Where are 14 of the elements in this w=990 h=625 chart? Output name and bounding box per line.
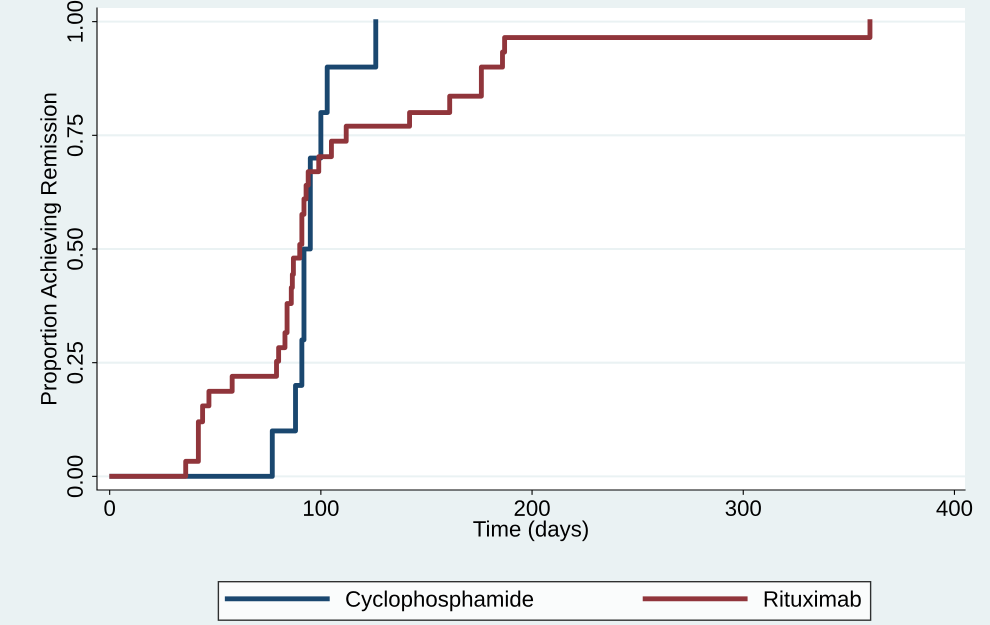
y-tick-label: 0.25 [67,342,83,384]
x-tick-label: 300 [726,500,761,516]
legend-label: Cyclophosphamide [346,590,534,612]
y-tick-label: 1.00 [67,0,83,42]
y-tick-label: 0.75 [67,114,83,156]
y-axis-title: Proportion Achieving Remission [40,94,62,404]
x-tick-label: 100 [304,500,339,516]
y-tick-label: 0.00 [67,456,83,498]
x-tick-label: 200 [514,500,550,516]
legend-label: Rituximab [764,590,861,607]
x-tick-label: 0 [104,500,115,516]
y-tick-label: 0.50 [67,228,83,270]
x-tick-label: 400 [936,500,972,516]
x-axis-title: Time (days) [473,520,588,542]
